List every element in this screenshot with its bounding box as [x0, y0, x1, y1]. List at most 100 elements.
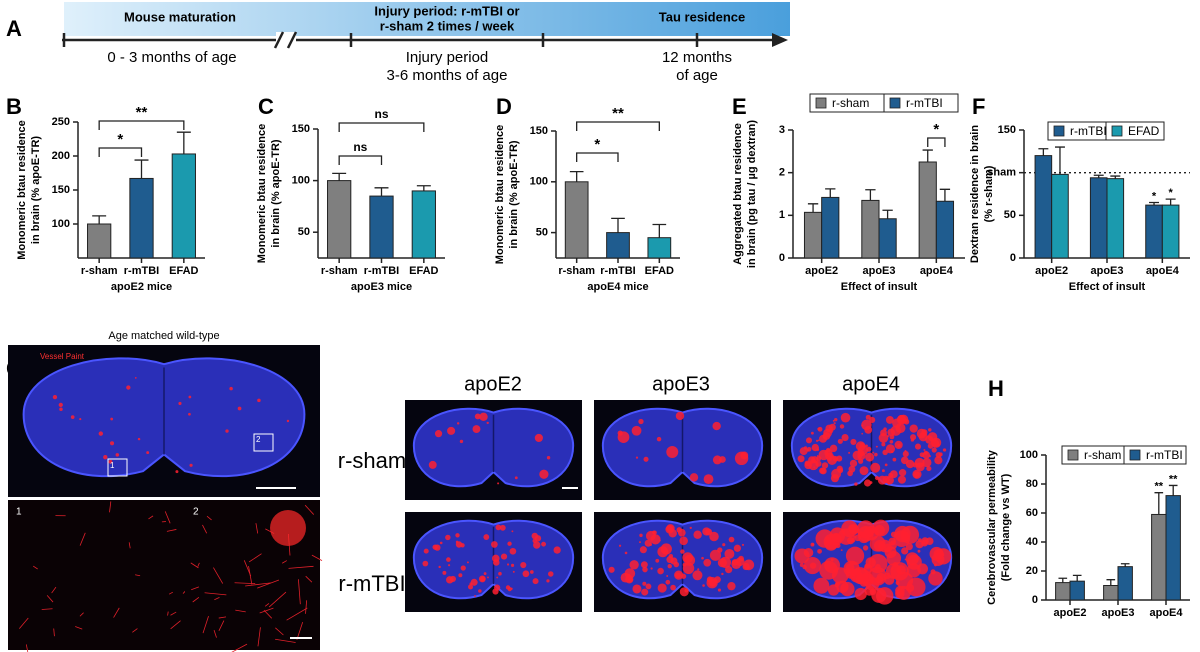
vessel-signal — [697, 568, 700, 571]
vessel-signal — [915, 540, 924, 549]
bar — [564, 181, 589, 259]
vessel-fiber — [79, 612, 84, 617]
x-tick-label: r-sham — [558, 265, 595, 277]
vessel-signal — [639, 546, 647, 554]
x-tick-label: apoE2 — [1035, 265, 1068, 277]
vessel-signal — [645, 583, 652, 590]
error-bar — [865, 189, 876, 201]
vessel-fiber — [218, 616, 227, 619]
vessel-signal — [837, 438, 843, 444]
column-label: apoE4 — [842, 373, 900, 395]
vessel-signal — [917, 549, 921, 553]
vessel-signal — [506, 563, 510, 566]
y-tick-label: 0 — [779, 252, 785, 264]
vessel-signal — [257, 398, 261, 403]
vessel-signal — [861, 432, 864, 435]
vessel-fiber — [191, 586, 200, 591]
vessel-signal — [885, 476, 894, 485]
vessel-fiber — [204, 592, 227, 596]
vessel-signal — [534, 433, 543, 443]
vessel-signal — [883, 427, 887, 431]
vessel-signal — [857, 449, 865, 457]
error-bar — [1093, 174, 1104, 178]
vessel-fiber — [202, 615, 209, 634]
vessel-signal — [480, 576, 486, 582]
vessel-signal — [635, 456, 639, 459]
vessel-signal — [499, 524, 506, 531]
vessel-signal — [657, 583, 667, 593]
bar — [1145, 204, 1163, 259]
error-bar — [1054, 146, 1065, 175]
vessel-signal — [657, 567, 664, 575]
x-axis-label: apoE4 mice — [587, 281, 648, 293]
y-axis-label: (% r-sham) — [983, 165, 995, 222]
x-tick-label: EFAD — [169, 265, 198, 277]
vessel-signal — [865, 414, 871, 420]
vessel-signal — [861, 419, 872, 431]
y-axis-label: Monomeric btau residence — [16, 120, 28, 259]
vessel-signal — [680, 549, 685, 554]
timeline-ticks — [62, 33, 699, 47]
x-tick-label: apoE4 — [1149, 607, 1183, 619]
significance-label: ns — [353, 140, 367, 154]
bar — [1089, 177, 1108, 259]
vessel-signal — [841, 434, 849, 442]
bar — [803, 211, 823, 259]
vessel-signal — [423, 548, 429, 554]
vessel-signal — [679, 536, 688, 546]
vessel-signal — [679, 587, 689, 597]
vessel-signal — [446, 557, 451, 562]
vessel-signal — [830, 558, 834, 562]
vessel-signal — [895, 580, 900, 585]
vessel-signal — [188, 395, 192, 399]
vessel-signal — [906, 563, 921, 578]
error-bar — [176, 131, 191, 154]
vessel-signal — [875, 587, 894, 605]
vessel-signal — [632, 584, 642, 594]
legend-swatch — [1129, 449, 1141, 461]
vessel-signal — [884, 546, 897, 559]
timeline-banner — [64, 2, 790, 36]
y-tick-label: 100 — [530, 176, 548, 188]
vessel-signal — [511, 530, 514, 533]
y-tick-label: 100 — [292, 175, 310, 187]
error-bar — [1058, 577, 1068, 583]
legend-swatch — [889, 97, 901, 109]
error-bar — [1168, 484, 1178, 496]
vessel-signal — [422, 560, 429, 567]
vessel-fiber — [296, 621, 304, 640]
vessel-signal — [741, 543, 745, 546]
vessel-signal — [917, 563, 929, 575]
vessel-signal — [905, 583, 915, 593]
vessel-signal — [474, 413, 481, 420]
significance-label: * — [1152, 190, 1157, 202]
vessel-signal — [617, 431, 630, 444]
vessel-signal — [689, 526, 692, 530]
vessel-signal — [848, 451, 851, 454]
vessel-signal — [666, 524, 675, 533]
vessel-signal — [931, 439, 940, 448]
vessel-fiber — [170, 620, 181, 630]
vessel-signal — [935, 451, 942, 459]
y-tick-label: 60 — [1026, 507, 1038, 519]
y-tick-label: 20 — [1026, 565, 1038, 577]
error-bar — [1038, 148, 1049, 156]
significance-bracket — [98, 120, 185, 130]
bar — [1055, 582, 1071, 601]
vessel-signal — [137, 437, 141, 441]
chart: C Monomeric btau residence in brain (% apo… — [256, 94, 445, 293]
vessel-signal — [854, 482, 858, 486]
vessel-signal — [834, 417, 838, 422]
vessel-signal — [455, 533, 460, 538]
vessel-signal — [660, 543, 672, 555]
vessel-signal — [546, 579, 550, 583]
vessel-signal — [881, 442, 886, 447]
vessel-signal — [923, 448, 926, 452]
error-bar — [569, 170, 584, 182]
roi-box — [107, 458, 128, 477]
vessel-signal — [859, 466, 869, 476]
x-tick-label: apoE2 — [805, 265, 838, 277]
vessel-signal — [893, 530, 911, 548]
y-tick-label: 3 — [779, 124, 785, 136]
